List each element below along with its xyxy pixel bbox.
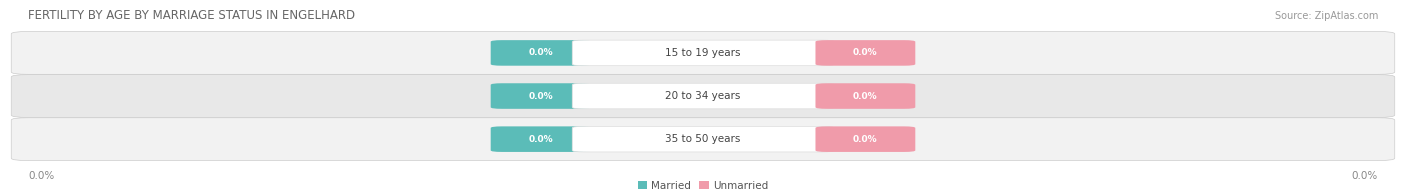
FancyBboxPatch shape xyxy=(491,126,591,152)
Legend: Married, Unmarried: Married, Unmarried xyxy=(634,176,772,195)
FancyBboxPatch shape xyxy=(11,118,1395,161)
FancyBboxPatch shape xyxy=(815,40,915,66)
Text: 35 to 50 years: 35 to 50 years xyxy=(665,134,741,144)
Text: Source: ZipAtlas.com: Source: ZipAtlas.com xyxy=(1274,11,1378,21)
Text: 0.0%: 0.0% xyxy=(853,135,877,144)
FancyBboxPatch shape xyxy=(491,83,591,109)
FancyBboxPatch shape xyxy=(815,126,915,152)
FancyBboxPatch shape xyxy=(11,75,1395,117)
FancyBboxPatch shape xyxy=(572,83,834,109)
Text: 0.0%: 0.0% xyxy=(529,92,553,101)
FancyBboxPatch shape xyxy=(572,40,834,66)
FancyBboxPatch shape xyxy=(572,126,834,152)
Text: 0.0%: 0.0% xyxy=(1351,171,1378,181)
Text: 0.0%: 0.0% xyxy=(529,48,553,57)
FancyBboxPatch shape xyxy=(11,32,1395,74)
Text: 0.0%: 0.0% xyxy=(853,92,877,101)
Text: 0.0%: 0.0% xyxy=(28,171,55,181)
Text: 0.0%: 0.0% xyxy=(853,48,877,57)
FancyBboxPatch shape xyxy=(491,40,591,66)
Text: 15 to 19 years: 15 to 19 years xyxy=(665,48,741,58)
Text: 20 to 34 years: 20 to 34 years xyxy=(665,91,741,101)
Text: FERTILITY BY AGE BY MARRIAGE STATUS IN ENGELHARD: FERTILITY BY AGE BY MARRIAGE STATUS IN E… xyxy=(28,9,356,22)
FancyBboxPatch shape xyxy=(815,83,915,109)
Text: 0.0%: 0.0% xyxy=(529,135,553,144)
